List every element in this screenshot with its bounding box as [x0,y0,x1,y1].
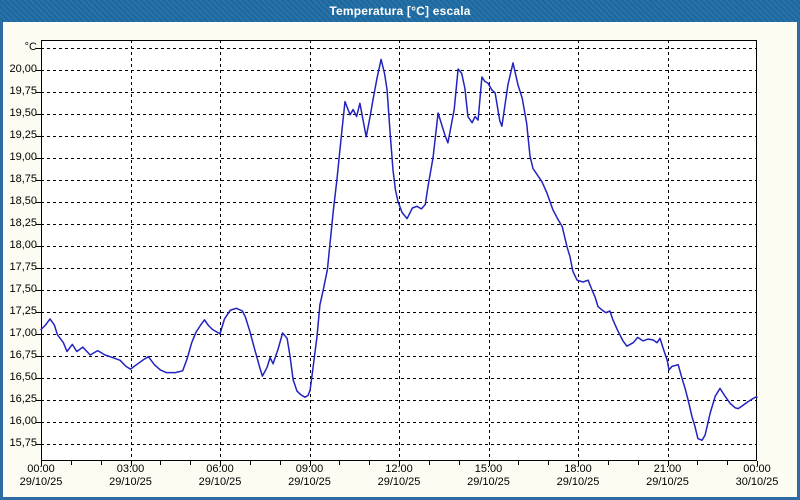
temperature-line [40,58,758,442]
window-title: Temperatura [°C] escala [329,4,471,18]
window-title-bar[interactable]: Temperatura [°C] escala [0,0,800,22]
plot-border [41,40,757,461]
